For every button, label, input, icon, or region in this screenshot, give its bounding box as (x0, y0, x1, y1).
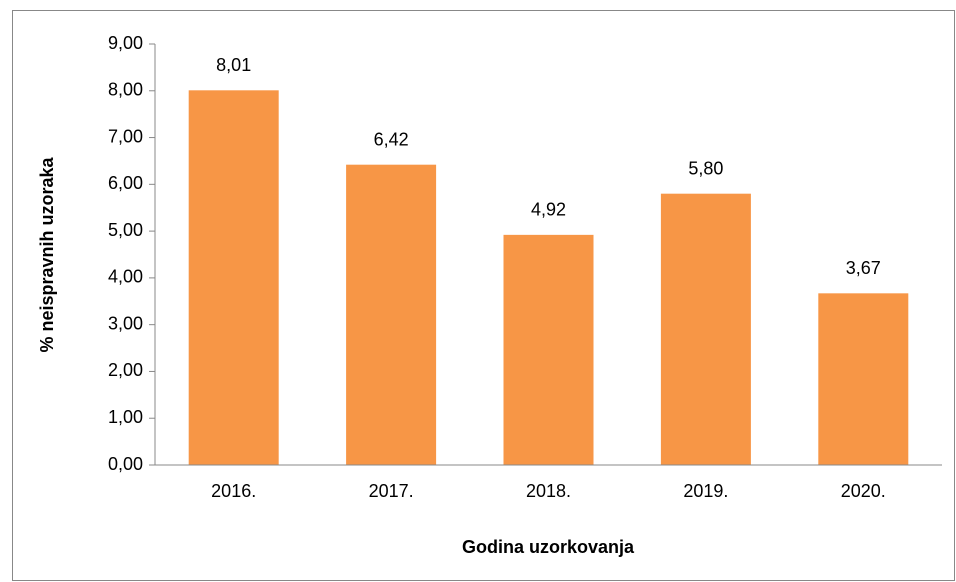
y-tick-label: 8,00 (108, 80, 143, 100)
y-tick-label: 2,00 (108, 360, 143, 380)
y-tick-label: 6,00 (108, 173, 143, 193)
chart-frame (12, 10, 955, 581)
bar (503, 234, 594, 465)
y-tick-label: 0,00 (108, 454, 143, 474)
data-label: 6,42 (374, 129, 409, 149)
x-tick-label: 2019. (683, 481, 728, 501)
y-tick-label: 5,00 (108, 220, 143, 240)
data-label: 3,67 (846, 258, 881, 278)
y-tick-label: 4,00 (108, 267, 143, 287)
y-axis-label: % neispravnih uzoraka (37, 156, 57, 352)
bar (188, 90, 279, 465)
data-label: 5,80 (688, 158, 723, 178)
x-tick-label: 2018. (526, 481, 571, 501)
data-label: 4,92 (531, 200, 566, 220)
y-tick-label: 9,00 (108, 33, 143, 53)
bar (660, 193, 751, 465)
bar (346, 164, 437, 466)
x-axis-label: Godina uzorkovanja (462, 537, 635, 557)
y-tick-label: 1,00 (108, 407, 143, 427)
bar (818, 293, 909, 465)
y-tick-label: 7,00 (108, 126, 143, 146)
x-tick-label: 2017. (369, 481, 414, 501)
y-tick-label: 3,00 (108, 313, 143, 333)
x-tick-label: 2020. (841, 481, 886, 501)
x-tick-label: 2016. (211, 481, 256, 501)
data-label: 8,01 (216, 55, 251, 75)
